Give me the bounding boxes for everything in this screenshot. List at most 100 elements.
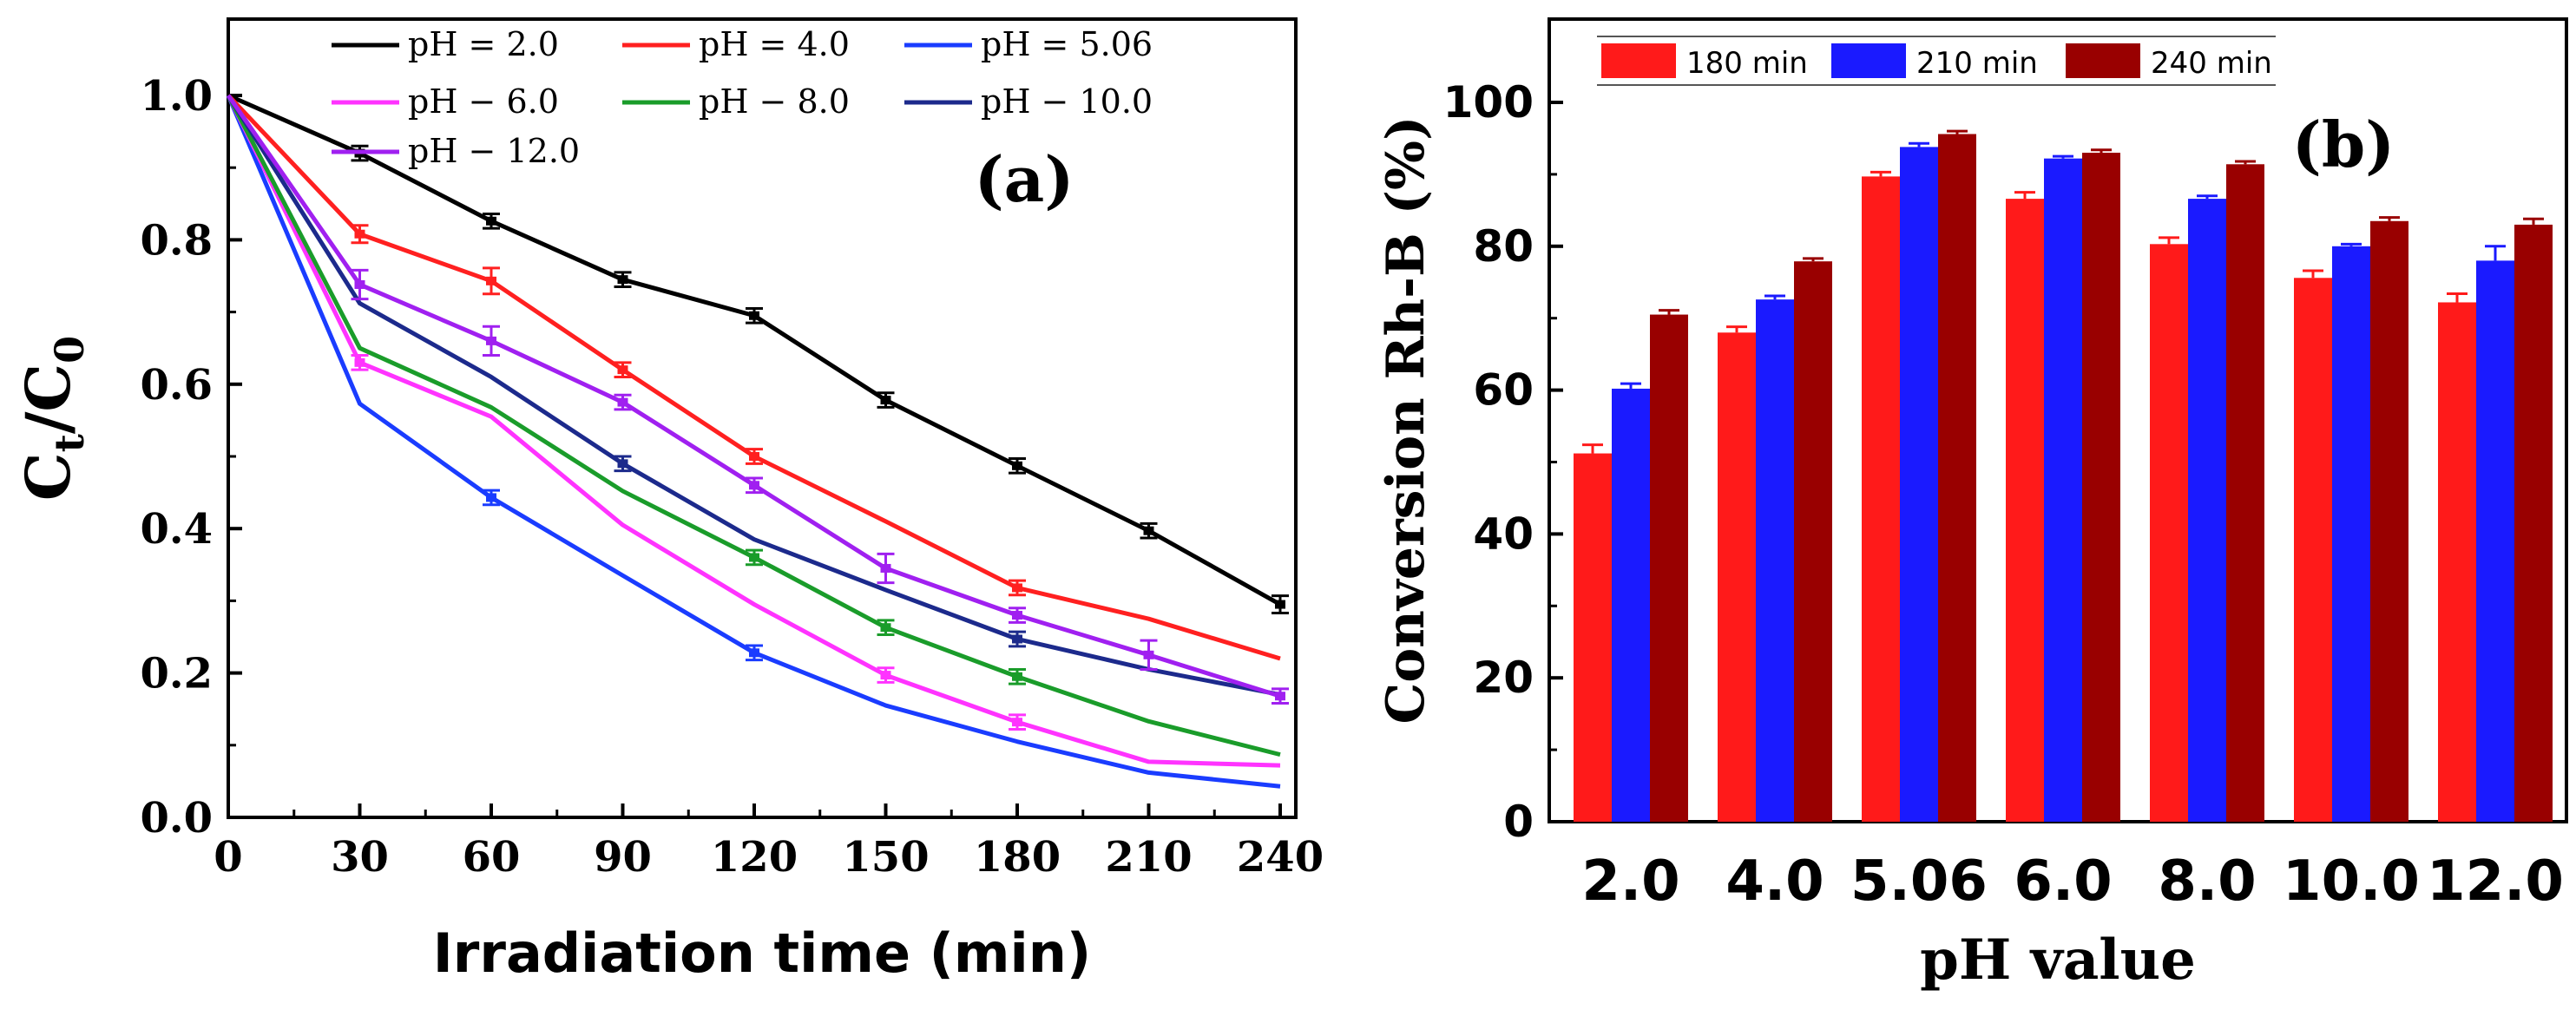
x-tick-label-b: 8.0 xyxy=(2158,849,2256,914)
bar-240-min-4.0 xyxy=(1794,261,1832,823)
legend-label-b: 210 min xyxy=(1916,46,2038,81)
series-a-6 xyxy=(226,94,1289,705)
x-tick-label-a: 180 xyxy=(974,833,1061,882)
legend-label: pH − 12.0 xyxy=(408,132,580,170)
data-point xyxy=(1012,718,1022,727)
data-point xyxy=(354,229,365,239)
bar-240-min-6.0 xyxy=(2082,153,2120,822)
data-point xyxy=(749,553,759,562)
bar-180-min-2.0 xyxy=(1574,453,1612,822)
line-chart-panel-a: 0 30 60 90 120 150 180 210 240 0.0 0.2 0.4 0.6 0.8 1.0… xyxy=(12,17,1324,985)
bar-210-min-2.0 xyxy=(1612,388,1650,822)
legend-label: pH − 10.0 xyxy=(981,82,1153,121)
data-point xyxy=(749,481,759,490)
data-point xyxy=(880,671,891,680)
x-tick-label-a: 30 xyxy=(331,833,389,882)
legend-label: pH = 5.06 xyxy=(981,25,1153,63)
data-point xyxy=(1012,611,1022,620)
y-label-slash: /C xyxy=(12,364,84,434)
legend-label: pH = 2.0 xyxy=(408,25,559,63)
y-tick-label-b: 80 xyxy=(1473,221,1534,272)
series-a-5 xyxy=(226,94,1281,698)
legend-label-b: 240 min xyxy=(2151,46,2272,81)
legend-swatch-b xyxy=(2066,43,2140,78)
data-point xyxy=(1143,526,1154,535)
x-tick-label-a: 210 xyxy=(1105,833,1192,882)
data-point xyxy=(617,365,628,375)
legend-entry-a: pH = 4.0 xyxy=(622,25,850,63)
bar-210-min-12.0 xyxy=(2476,260,2514,822)
x-tick-label-b: 5.06 xyxy=(1850,849,1988,914)
bar-210-min-10.0 xyxy=(2332,246,2370,822)
data-point xyxy=(1012,634,1022,644)
data-point xyxy=(617,459,628,469)
legend-entry-a: pH − 8.0 xyxy=(622,82,850,121)
data-point xyxy=(1012,672,1022,681)
bar-240-min-2.0 xyxy=(1650,314,1688,822)
x-tick-label-a: 240 xyxy=(1237,833,1324,882)
series-line xyxy=(226,94,1281,768)
data-point xyxy=(1143,650,1154,659)
data-point xyxy=(617,397,628,407)
x-tick-label-b: 12.0 xyxy=(2427,849,2564,914)
x-tick-label-b: 6.0 xyxy=(2014,849,2112,914)
y-label-sub-t: t xyxy=(46,433,93,452)
data-point xyxy=(354,357,365,367)
series-line xyxy=(226,94,1281,698)
legend-label: pH − 8.0 xyxy=(699,82,850,121)
y-tick-label-a: 0.2 xyxy=(140,650,213,698)
plot-frame-a xyxy=(227,17,1298,819)
bar-180-min-6.0 xyxy=(2006,199,2044,822)
series-line xyxy=(227,94,1281,661)
legend-b: 180 min 210 min 240 min xyxy=(1597,36,2276,86)
bar-180-min-8.0 xyxy=(2150,244,2188,822)
data-point xyxy=(486,493,496,502)
y-tick-label-a: 0.4 xyxy=(140,505,213,554)
legend-entry-b: 210 min xyxy=(1831,43,2038,81)
series-a-3 xyxy=(226,94,1281,768)
data-point xyxy=(486,336,496,345)
series-a-0 xyxy=(227,93,1289,615)
y-tick-label-b: 60 xyxy=(1473,365,1534,416)
y-tick-label-a: 1.0 xyxy=(140,72,213,121)
bar-210-min-8.0 xyxy=(2188,199,2226,822)
y-tick-label-b: 40 xyxy=(1473,508,1534,559)
bar-210-min-6.0 xyxy=(2044,158,2082,823)
x-axis-label-a: Irradiation time (min) xyxy=(433,921,1092,985)
data-point xyxy=(1275,692,1285,701)
bar-180-min-5.06 xyxy=(1862,176,1900,823)
legend-entry-b: 240 min xyxy=(2066,43,2272,81)
bar-180-min-12.0 xyxy=(2438,302,2476,822)
legend-entry-a: pH = 2.0 xyxy=(332,25,559,63)
bar-180-min-10.0 xyxy=(2294,278,2332,822)
panel-label-b: (b) xyxy=(2292,108,2395,181)
data-point xyxy=(354,279,365,289)
data-point xyxy=(486,276,496,285)
bar-240-min-8.0 xyxy=(2226,164,2264,822)
x-tick-label-a: 120 xyxy=(711,833,798,882)
series-a-4 xyxy=(226,94,1281,758)
y-tick-label-b: 0 xyxy=(1503,797,1534,847)
x-tick-label-b: 4.0 xyxy=(1725,849,1824,914)
legend-entry-a: pH = 5.06 xyxy=(904,25,1153,63)
legend-label: pH − 6.0 xyxy=(408,82,559,121)
bar-240-min-10.0 xyxy=(2370,220,2408,822)
legend-swatch-b xyxy=(1601,43,1676,78)
bar-210-min-5.06 xyxy=(1900,147,1938,822)
x-tick-label-b: 10.0 xyxy=(2283,849,2420,914)
data-point xyxy=(749,648,759,658)
y-label-c: C xyxy=(12,452,84,501)
bar-chart-panel-b: 0 20 40 60 80 100 2.0 4.0 5.06 6.0 8.0 10.0 12.0 180… xyxy=(1376,17,2568,993)
y-tick-label-b: 100 xyxy=(1443,77,1534,128)
data-point xyxy=(617,275,628,285)
legend-swatch-b xyxy=(1831,43,1906,78)
data-point xyxy=(880,563,891,573)
y-axis-label-b: Conversion Rh-B (%) xyxy=(1376,116,1436,725)
x-tick-label-a: 90 xyxy=(594,833,652,882)
x-tick-label-a: 150 xyxy=(842,833,929,882)
data-point xyxy=(880,623,891,633)
legend-label: pH = 4.0 xyxy=(699,25,850,63)
data-point xyxy=(1012,583,1022,593)
x-tick-label-a: 0 xyxy=(214,833,242,882)
